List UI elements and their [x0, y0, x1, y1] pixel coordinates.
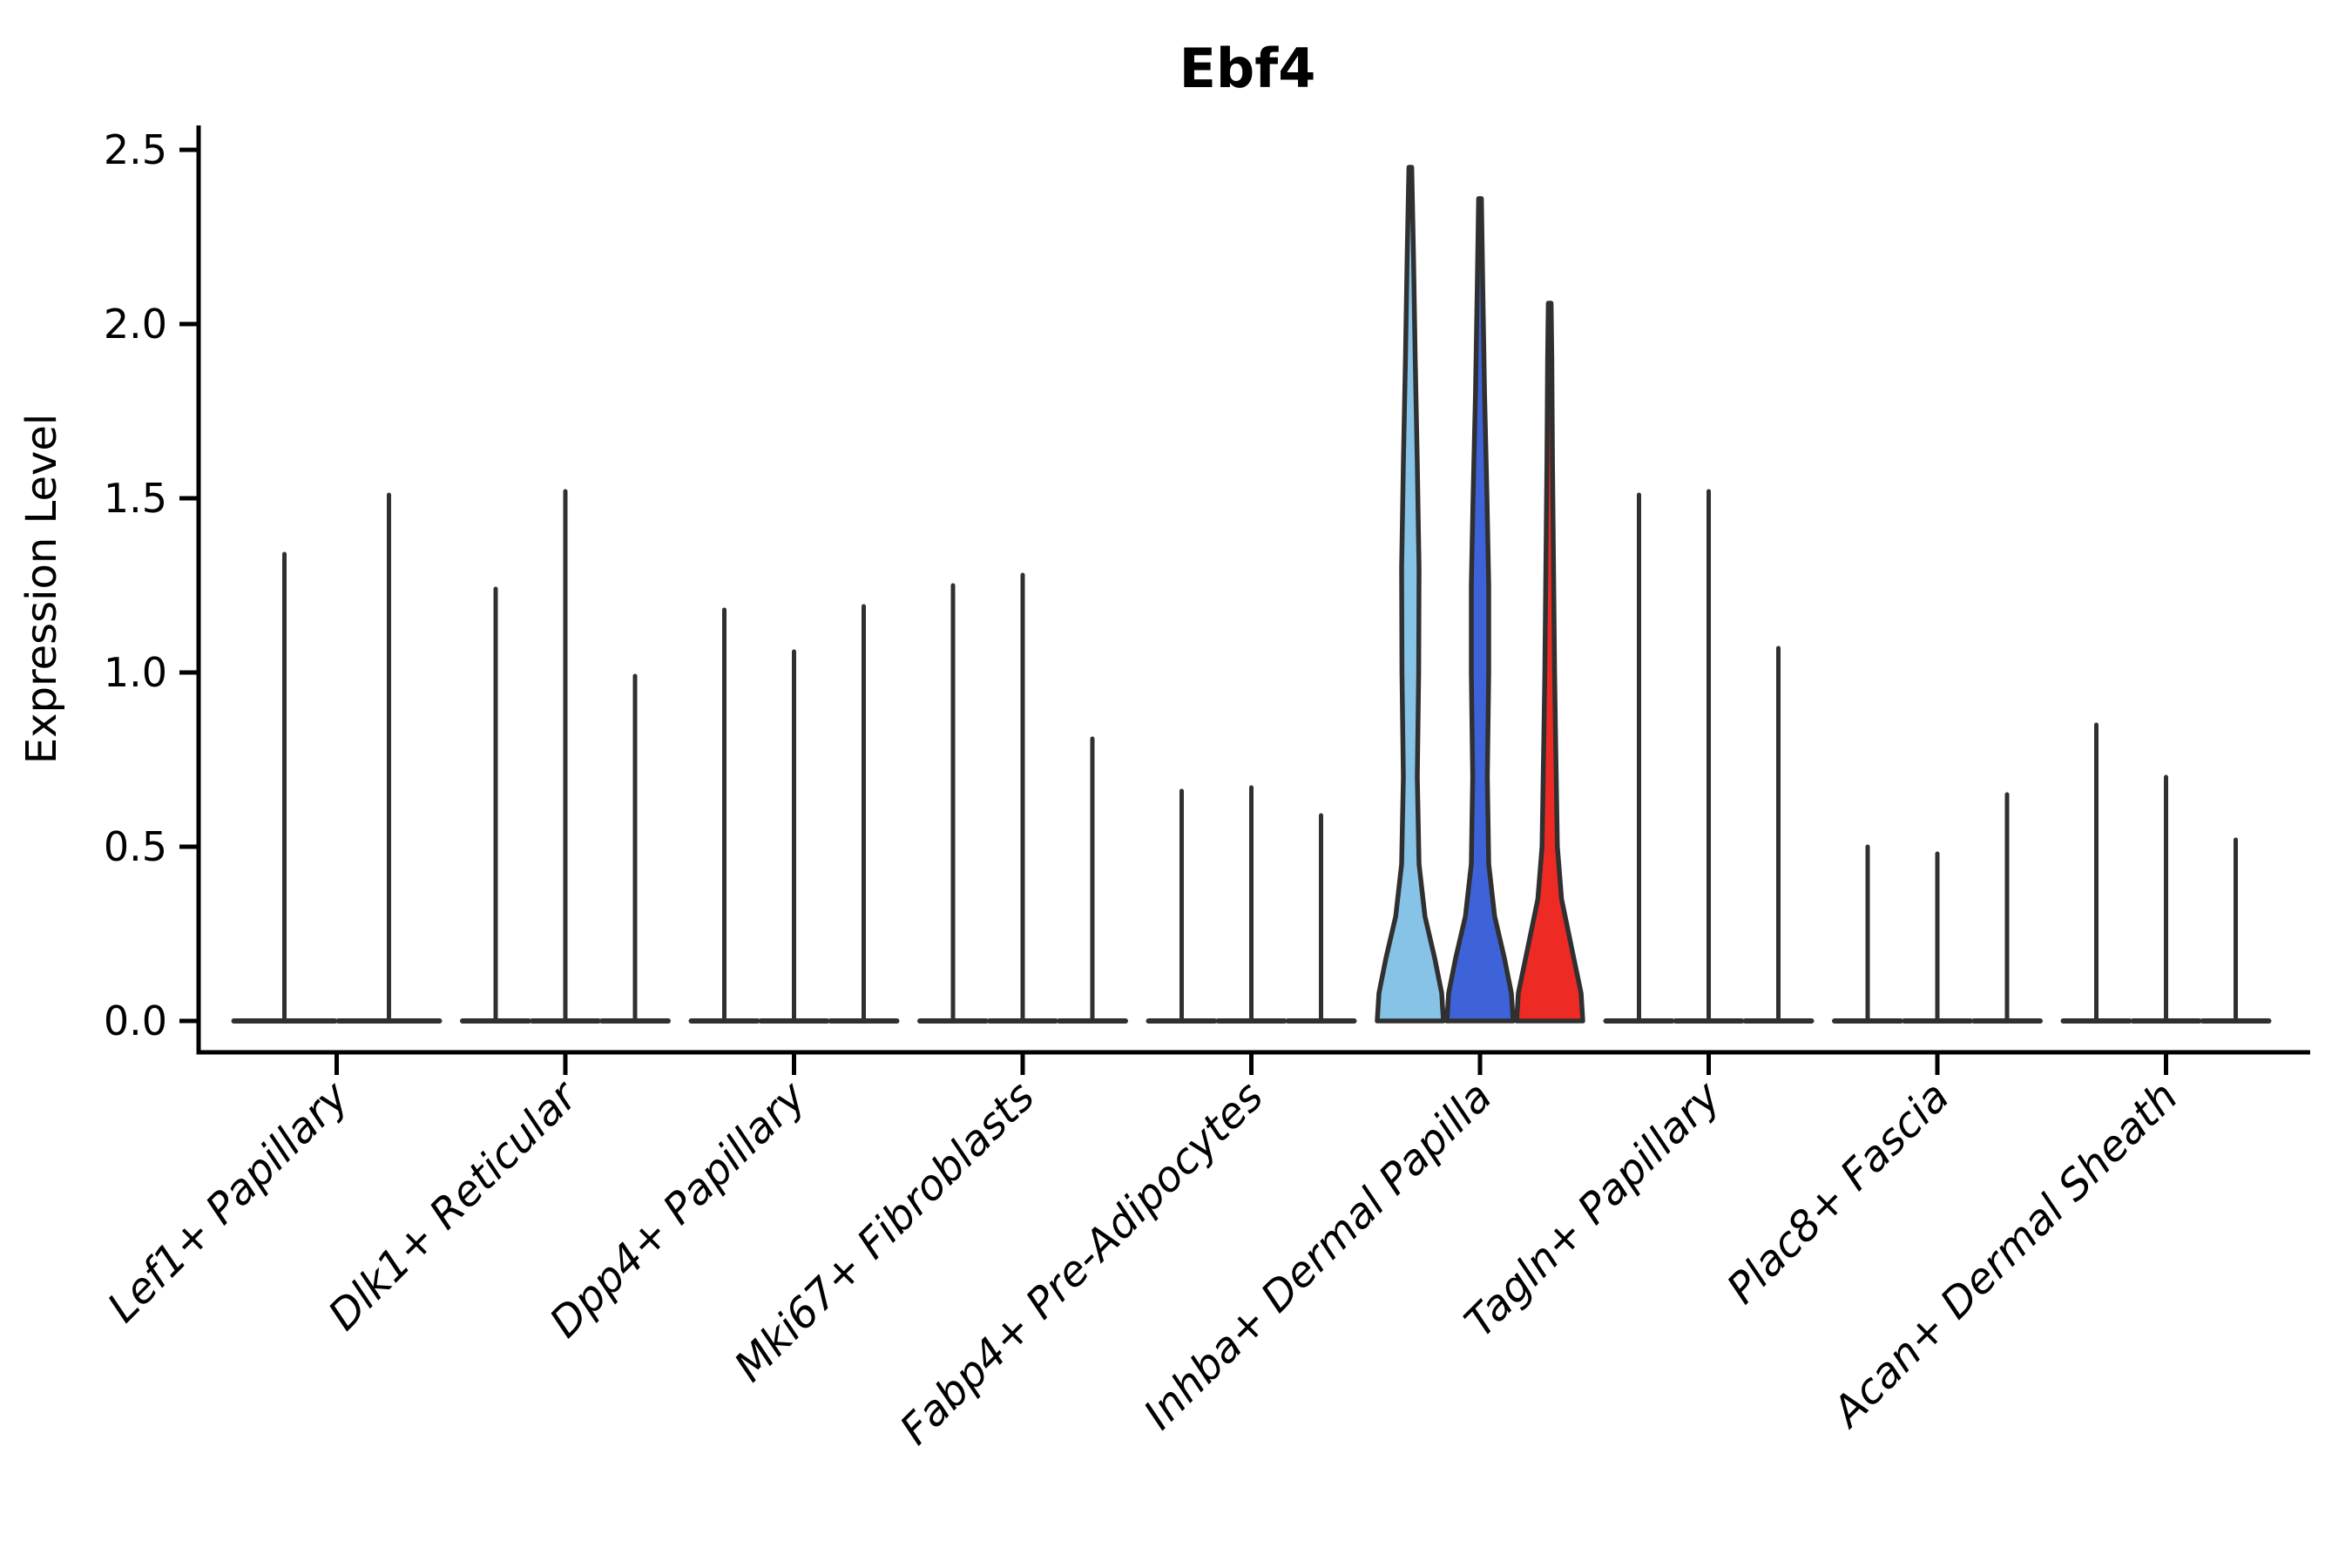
y-tick-label: 1.0: [104, 649, 167, 696]
violin-filled: [1375, 165, 1446, 1024]
x-tick-label: Tagln+ Papillary: [1456, 1071, 1731, 1347]
x-tick-label: Dpp4+ Papillary: [540, 1071, 815, 1347]
y-tick-label: 0.5: [104, 823, 167, 870]
y-axis-label: Expression Level: [17, 414, 66, 765]
violin-filled: [1514, 301, 1585, 1024]
x-tick-label: Lef1+ Papillary: [98, 1071, 359, 1332]
x-tick-label: Fabp4+ Pre-Adipocytes: [890, 1072, 1273, 1455]
violin-filled: [1444, 196, 1516, 1024]
x-tick-label: Dlk1+ Reticular: [319, 1071, 589, 1341]
y-tick-label: 0.0: [104, 997, 167, 1044]
chart-title: Ebf4: [1179, 37, 1316, 100]
x-tick-label: Plac8+ Fascia: [1718, 1072, 1959, 1314]
y-tick-label: 2.5: [104, 126, 167, 173]
y-tick-label: 2.0: [104, 301, 167, 348]
y-tick-label: 1.5: [104, 475, 167, 522]
